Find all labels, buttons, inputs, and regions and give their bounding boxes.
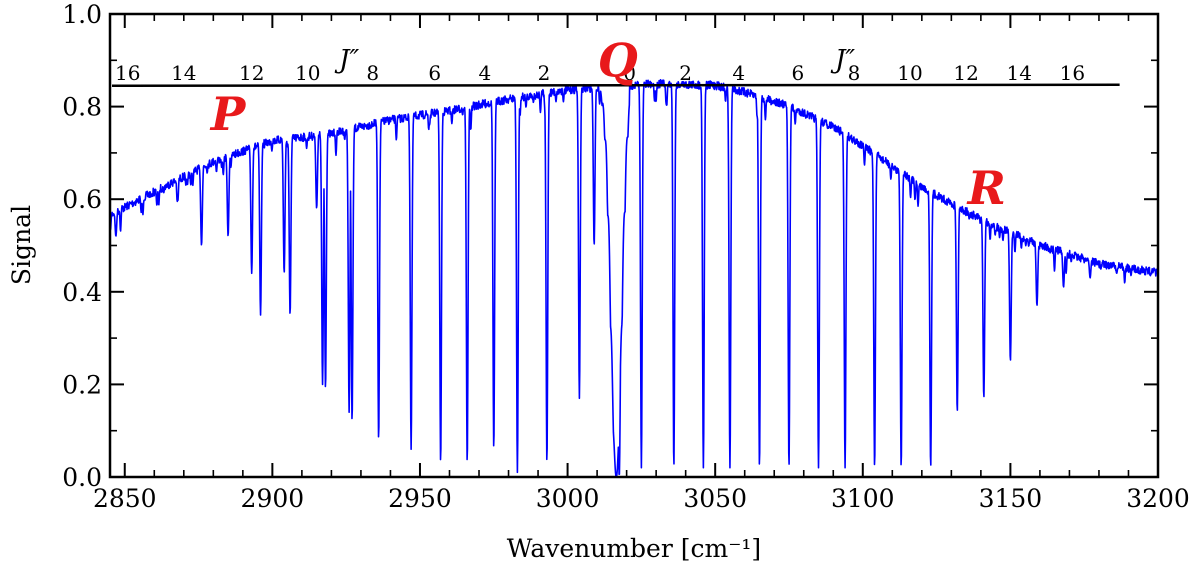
x-tick-label: 2900 [241,484,305,513]
y-tick-label: 0.4 [62,278,102,307]
j-p-label-2: 2 [538,61,551,85]
plot-area [109,79,1159,478]
branch-label-p: P [209,87,247,141]
y-tick-label: 0.2 [62,370,102,399]
j-r-label-2: 2 [679,61,692,85]
branch-label-q: Q [598,34,638,88]
x-tick-label: 2950 [388,484,452,513]
j-r-label-0: 0 [623,61,636,85]
x-tick-label: 2850 [93,484,157,513]
x-tick-label: 3150 [979,484,1043,513]
j-p-label-8: 8 [366,61,379,85]
j-r-label-10: 10 [897,61,922,85]
j-r-label-6: 6 [791,61,804,85]
j-r-label-12: 12 [953,61,978,85]
axis-ticks: 2850 2900 2950 3000 3050 3100 3150 3200 0.0 0.2 0.… [62,0,1190,513]
x-tick-label: 3200 [1126,484,1190,513]
x-axis-label: Wavenumber [cm⁻¹] [507,534,761,563]
j-p-label-12: 12 [239,61,264,85]
branch-annotations: P Q R [209,34,1006,215]
j-r-label-14: 14 [1007,61,1032,85]
y-tick-label: 0.6 [62,185,102,214]
j-p-label-16: 16 [115,61,140,85]
x-tick-label: 3050 [683,484,747,513]
x-tick-label: 3000 [536,484,600,513]
y-tick-label: 0.0 [62,463,102,492]
y-tick-label: 0.8 [62,93,102,122]
j-p-label-10: 10 [295,61,320,85]
y-axis-label: Signal [7,205,36,285]
j-quantum-number-axis: 16 14 12 10 8 6 4 2 0 2 4 6 8 10 12 14 16 J″ J″ [111,45,1120,88]
spectrum-series-line [109,79,1159,478]
j-p-label-14: 14 [171,61,196,85]
y-tick-label: 1.0 [62,0,102,29]
j-axis-baseline [111,83,1120,88]
j-r-label-4: 4 [732,61,745,85]
j-axis-title-r: J″ [830,45,855,75]
j-r-label-8: 8 [848,61,861,85]
j-p-label-6: 6 [428,61,441,85]
branch-label-r: R [966,161,1006,215]
j-p-label-4: 4 [479,61,492,85]
j-axis-title-p: J″ [334,45,359,75]
x-tick-label: 3100 [831,484,895,513]
j-r-label-16: 16 [1060,61,1085,85]
